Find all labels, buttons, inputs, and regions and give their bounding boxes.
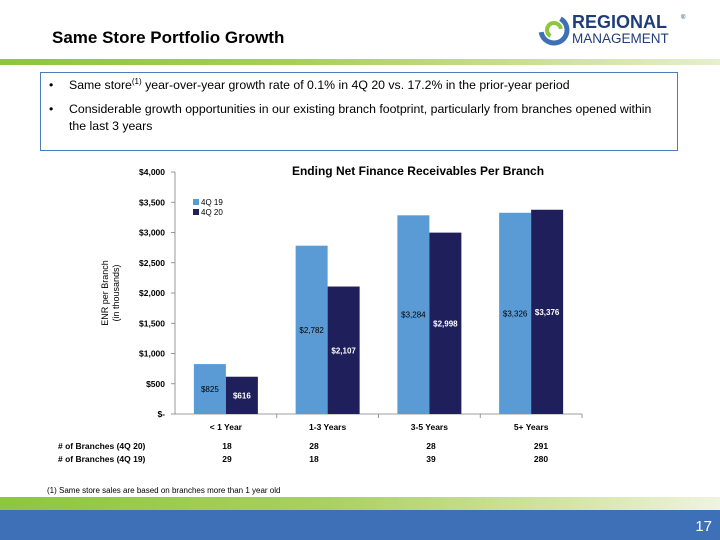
x-tick-label: 5+ Years xyxy=(514,422,549,432)
bullet-item: • Same store(1) year-over-year growth ra… xyxy=(49,77,667,94)
table-cell: 28 xyxy=(309,441,319,451)
x-tick-label: 3-5 Years xyxy=(411,422,448,432)
y-tick-label: $500 xyxy=(146,379,165,389)
bullet-item: • Considerable growth opportunities in o… xyxy=(49,101,667,135)
bar xyxy=(499,212,532,414)
y-tick-label: $1,500 xyxy=(139,318,165,328)
bar xyxy=(193,364,226,414)
branch-count-table: # of Branches (4Q 20) 18 28 28 291 # of … xyxy=(58,441,618,467)
y-tick-label: $3,500 xyxy=(139,197,165,207)
data-label: $2,782 xyxy=(299,326,324,335)
data-label: $825 xyxy=(201,385,219,394)
data-label: $2,107 xyxy=(331,346,356,355)
branch-row-4q20: # of Branches (4Q 20) 18 28 28 291 xyxy=(58,441,618,454)
footer-bar xyxy=(0,510,720,540)
logo-text-bottom: MANAGEMENT xyxy=(572,31,669,46)
branch-row-4q19: # of Branches (4Q 19) 29 18 39 280 xyxy=(58,454,618,467)
bar xyxy=(327,286,360,414)
data-label: $616 xyxy=(233,391,251,400)
x-tick-label: < 1 Year xyxy=(210,422,243,432)
y-axis-label: ENR per Branch(in thousands) xyxy=(100,260,121,326)
y-tick-label: $2,500 xyxy=(139,258,165,268)
bullet-text: Same store(1) year-over-year growth rate… xyxy=(69,76,570,92)
y-tick-label: $3,000 xyxy=(139,228,165,238)
data-label: $3,326 xyxy=(503,309,528,318)
bullet-text: Considerable growth opportunities in our… xyxy=(69,102,652,133)
data-label: $3,376 xyxy=(535,308,560,317)
enr-bar-chart: Ending Net Finance Receivables Per Branc… xyxy=(100,164,583,432)
table-cell: 18 xyxy=(222,441,232,451)
company-logo: REGIONAL ® MANAGEMENT xyxy=(538,12,686,46)
logo-text-top: REGIONAL xyxy=(572,12,667,32)
y-tick-label: $1,000 xyxy=(139,349,165,359)
table-cell: 18 xyxy=(309,454,319,464)
legend-swatch xyxy=(193,209,199,215)
x-tick-label: 1-3 Years xyxy=(309,422,346,432)
footnote: (1) Same store sales are based on branch… xyxy=(47,486,281,495)
y-tick-label: $4,000 xyxy=(139,167,165,177)
table-cell: 291 xyxy=(533,441,549,451)
footer-green-strip xyxy=(0,497,720,511)
chart-title: Ending Net Finance Receivables Per Branc… xyxy=(292,164,544,178)
page-title: Same Store Portfolio Growth xyxy=(52,28,285,47)
bar xyxy=(429,232,462,414)
bar xyxy=(295,245,328,414)
row-label: # of Branches (4Q 19) xyxy=(58,454,146,464)
legend-label: 4Q 20 xyxy=(201,208,223,217)
page-number: 17 xyxy=(695,518,712,535)
summary-box: • Same store(1) year-over-year growth ra… xyxy=(40,72,678,151)
y-tick-label: $- xyxy=(157,409,165,419)
bar xyxy=(531,209,564,414)
bullet-symbol: • xyxy=(49,78,54,92)
row-label: # of Branches (4Q 20) xyxy=(58,441,146,451)
table-cell: 39 xyxy=(426,454,436,464)
bar xyxy=(397,215,430,414)
bullet-symbol: • xyxy=(49,102,54,116)
data-label: $2,998 xyxy=(433,319,458,328)
header-divider xyxy=(0,59,720,65)
table-cell: 29 xyxy=(222,454,232,464)
bar xyxy=(225,376,258,414)
logo-swirl-icon xyxy=(538,14,570,46)
table-cell: 280 xyxy=(533,454,549,464)
data-label: $3,284 xyxy=(401,311,426,320)
legend-swatch xyxy=(193,199,199,205)
table-cell: 28 xyxy=(426,441,436,451)
y-tick-label: $2,000 xyxy=(139,288,165,298)
legend-label: 4Q 19 xyxy=(201,198,223,207)
logo-registered-mark: ® xyxy=(681,14,686,21)
